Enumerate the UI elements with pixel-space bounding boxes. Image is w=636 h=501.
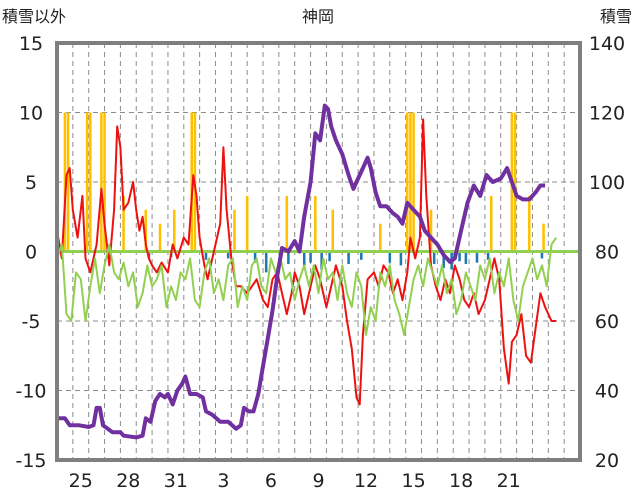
left-tick-label: -5 <box>22 311 41 333</box>
precip-bar <box>388 251 392 263</box>
plot-frame <box>55 41 582 462</box>
precip-bar <box>264 251 268 273</box>
x-tick-label: 3 <box>217 470 229 492</box>
sunshine-bar <box>331 209 335 252</box>
x-tick-label: 12 <box>354 470 378 492</box>
precip-bar <box>399 251 403 266</box>
precip-bar <box>442 251 445 269</box>
precip-bar <box>328 251 331 262</box>
sunshine-bars <box>63 112 545 252</box>
precip-bar <box>302 251 306 269</box>
left-tick-label: 15 <box>19 33 43 55</box>
precip-bar <box>360 251 363 260</box>
left-axis-ticks: 15 10 5 0 -5 -10 -15 <box>15 33 46 472</box>
sunshine-bar <box>245 195 249 252</box>
precip-bar <box>309 251 312 263</box>
left-tick-label: -10 <box>15 381 46 403</box>
wind-line <box>56 237 558 336</box>
precip-bar <box>458 251 461 262</box>
right-tick-label: 140 <box>589 33 625 55</box>
precip-bar <box>432 251 436 265</box>
sunshine-bar <box>85 112 89 252</box>
left-tick-label: -15 <box>15 450 46 472</box>
sunshine-bar <box>103 112 106 252</box>
x-tick-label: 28 <box>116 470 140 492</box>
precip-bar <box>540 251 544 259</box>
precip-bar <box>486 251 490 260</box>
x-tick-label: 15 <box>401 470 425 492</box>
sunshine-bar <box>158 223 162 252</box>
sunshine-bar <box>429 209 433 252</box>
precip-bar <box>475 251 479 263</box>
x-tick-label: 25 <box>69 470 93 492</box>
sunshine-bar <box>489 195 493 252</box>
sunshine-bar <box>100 112 103 252</box>
x-tick-label: 31 <box>164 470 188 492</box>
sunshine-bar <box>122 195 125 252</box>
sunshine-bar <box>144 209 148 252</box>
right-tick-label: 40 <box>595 381 619 403</box>
x-tick-label: 6 <box>265 470 277 492</box>
sunshine-bar <box>314 195 317 252</box>
left-axis-title: 積雪以外 <box>2 7 66 26</box>
series-lines <box>56 103 558 440</box>
left-tick-label: 0 <box>25 242 37 264</box>
snow-line <box>57 103 546 440</box>
sunshine-bar <box>173 209 176 252</box>
sunshine-bar <box>528 195 531 252</box>
x-tick-label: 18 <box>449 470 473 492</box>
sunshine-bar <box>63 112 67 252</box>
sunshine-bar <box>513 112 517 252</box>
right-axis-ticks: 140 120 100 80 60 40 20 <box>589 33 625 472</box>
right-tick-label: 120 <box>589 103 625 125</box>
sunshine-bar <box>190 112 193 252</box>
x-axis-ticks: 25 28 31 3 6 9 12 15 18 21 <box>69 470 521 492</box>
sunshine-bar <box>233 209 236 252</box>
precip-bar <box>253 251 257 263</box>
right-tick-label: 100 <box>589 172 625 194</box>
precip-bar <box>204 251 208 260</box>
sunshine-bar <box>542 223 545 252</box>
right-tick-label: 80 <box>595 242 619 264</box>
precip-bar <box>320 251 323 270</box>
left-tick-label: 10 <box>19 103 43 125</box>
right-axis-title: 積雪 <box>600 7 632 26</box>
right-tick-label: 60 <box>595 311 619 333</box>
sunshine-bar <box>379 223 382 252</box>
precip-bar <box>464 251 468 265</box>
precip-bar <box>347 251 350 265</box>
right-tick-label: 20 <box>595 450 619 472</box>
sunshine-bar <box>66 112 70 252</box>
precip-bar <box>226 251 230 259</box>
sunshine-bar <box>89 112 92 252</box>
sunshine-bar <box>412 112 415 252</box>
sunshine-bar <box>405 112 409 252</box>
x-tick-label: 9 <box>312 470 324 492</box>
sunshine-bar <box>409 112 412 252</box>
precip-bar <box>287 251 290 265</box>
max_temp-line <box>56 118 557 406</box>
sunshine-bar <box>285 195 289 252</box>
left-tick-label: 5 <box>25 172 37 194</box>
x-tick-label: 21 <box>497 470 521 492</box>
chart-title: 神岡 <box>302 7 334 26</box>
